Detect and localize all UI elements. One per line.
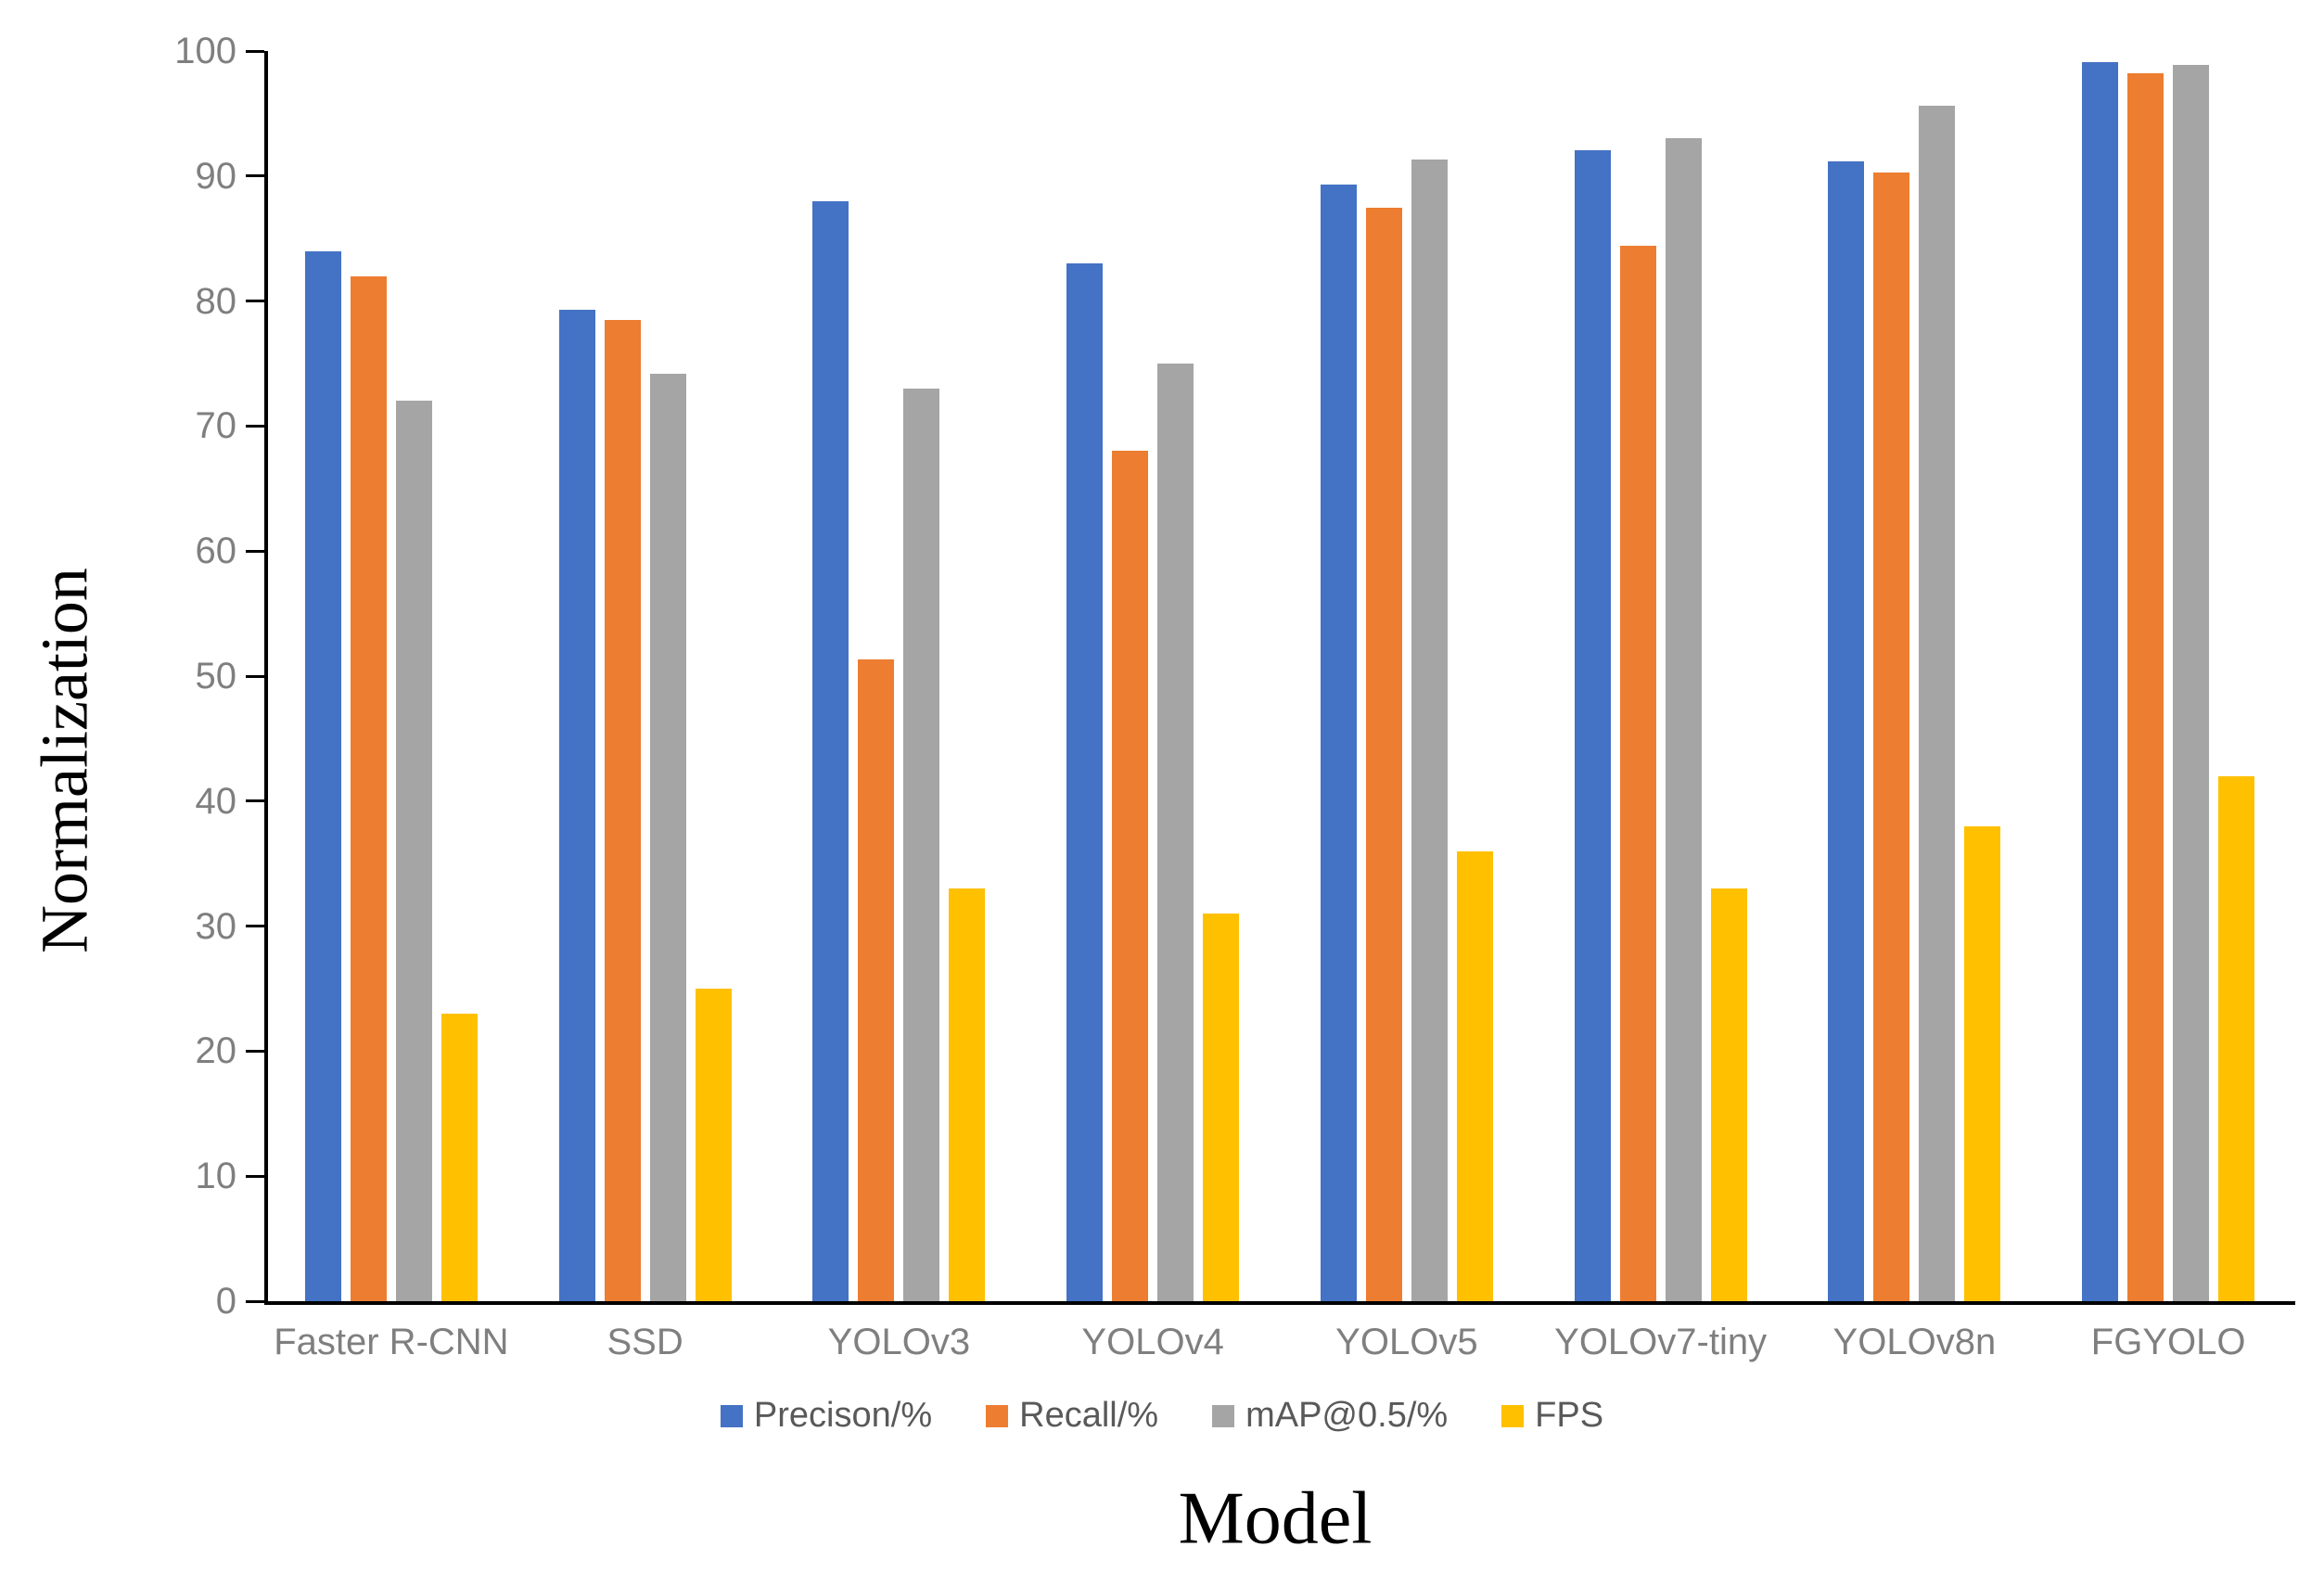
bar-fps xyxy=(1203,914,1240,1301)
y-tick xyxy=(246,1174,264,1178)
bar-precison xyxy=(1828,160,1865,1301)
bar-group-yolov7-tiny xyxy=(1534,51,1788,1301)
bar-group-yolov5 xyxy=(1280,51,1534,1301)
bar-fps xyxy=(949,888,986,1301)
bar-map-0-5 xyxy=(649,373,686,1301)
bar-recall xyxy=(1112,451,1149,1301)
plot-area: 0 10 20 30 40 50 60 70 80 90 100 xyxy=(174,31,2295,1322)
x-axis-title: Model xyxy=(1178,1477,1373,1560)
category-labels: Faster R-CNN SSD YOLOv3 YOLOv4 YOLOv5 YOLOv7-… xyxy=(264,1322,2295,1363)
legend-item: Recall/% xyxy=(986,1396,1158,1436)
legend-item: FPS xyxy=(1501,1396,1603,1436)
y-tick-label: 50 xyxy=(195,656,237,697)
bar-recall xyxy=(2127,73,2164,1301)
y-tick-label: 40 xyxy=(195,780,237,822)
category-label: YOLOv3 xyxy=(827,1322,971,1362)
y-tick-label: 20 xyxy=(195,1030,237,1072)
legend-label: Recall/% xyxy=(1019,1396,1159,1435)
bar-fps xyxy=(1964,825,2001,1301)
category-label: Faster R-CNN xyxy=(274,1322,509,1362)
category-label: YOLOv5 xyxy=(1335,1322,1478,1362)
x-axis xyxy=(264,1301,2295,1305)
y-tick-label: 60 xyxy=(195,530,237,572)
bar-recall xyxy=(1873,172,1910,1301)
legend-label: Precison/% xyxy=(753,1396,933,1435)
y-tick xyxy=(246,925,264,928)
bar-map-0-5 xyxy=(2173,64,2210,1301)
category-label: YOLOv8n xyxy=(1832,1322,1997,1362)
legend-item: Precison/% xyxy=(720,1396,933,1436)
category-label: YOLOv7-tiny xyxy=(1554,1322,1768,1362)
bar-recall xyxy=(1365,207,1402,1301)
y-tick xyxy=(246,674,264,678)
bar-group-yolov4 xyxy=(1026,51,1280,1301)
y-tick-label: 0 xyxy=(215,1281,236,1322)
bar-group-fgyolo xyxy=(2041,51,2295,1301)
legend-swatch xyxy=(986,1404,1009,1427)
bar-map-0-5 xyxy=(1411,160,1448,1301)
bar-fps xyxy=(695,989,732,1301)
bar-map-0-5 xyxy=(1157,364,1194,1301)
legend-label: mAP@0.5/% xyxy=(1245,1396,1449,1435)
y-tick-label: 10 xyxy=(195,1156,237,1197)
legend: Precison/% Recall/% mAP@0.5/% FPS xyxy=(0,1396,2324,1436)
y-tick xyxy=(246,49,264,53)
legend-label: FPS xyxy=(1535,1396,1604,1435)
y-tick-label: 30 xyxy=(195,905,237,947)
bar-fps xyxy=(1456,850,1493,1301)
y-tick xyxy=(246,799,264,803)
legend-swatch xyxy=(720,1404,743,1427)
bar-fps xyxy=(1710,888,1747,1301)
bar-recall xyxy=(858,659,895,1301)
y-tick xyxy=(246,1049,264,1053)
bar-map-0-5 xyxy=(903,388,940,1301)
y-tick xyxy=(246,174,264,178)
y-axis xyxy=(264,51,268,1301)
bar-recall xyxy=(604,319,641,1301)
y-tick xyxy=(246,424,264,428)
legend-swatch xyxy=(1212,1404,1235,1427)
bar-precison xyxy=(812,200,849,1301)
bar-recall xyxy=(1619,246,1656,1301)
bar-fps xyxy=(441,1013,478,1301)
y-tick xyxy=(246,300,264,303)
y-tick-label: 80 xyxy=(195,280,237,322)
legend-item: mAP@0.5/% xyxy=(1212,1396,1448,1436)
bar-map-0-5 xyxy=(395,401,432,1301)
category-label: FGYOLO xyxy=(2090,1322,2246,1362)
category-label: SSD xyxy=(607,1322,683,1362)
bar-precison xyxy=(558,310,595,1301)
bar-fps xyxy=(2218,775,2255,1301)
bar-precison xyxy=(304,250,341,1301)
bar-map-0-5 xyxy=(1665,138,1702,1301)
bar-precison xyxy=(1320,185,1357,1301)
bar-group-ssd xyxy=(518,51,773,1301)
category-label: YOLOv4 xyxy=(1081,1322,1224,1362)
bar-map-0-5 xyxy=(1919,106,1956,1301)
y-tick xyxy=(246,549,264,553)
bar-recall xyxy=(350,275,387,1301)
bar-precison xyxy=(1066,263,1104,1301)
y-tick-label: 70 xyxy=(195,405,237,447)
bar-groups-layer xyxy=(264,51,2295,1301)
y-tick-label: 100 xyxy=(174,31,236,71)
bar-group-yolov8n xyxy=(1788,51,2042,1301)
bar-precison xyxy=(2082,62,2119,1301)
y-tick-label: 90 xyxy=(195,155,237,197)
y-tick xyxy=(246,1299,264,1303)
bar-precison xyxy=(1574,149,1611,1301)
bar-group-faster-r-cnn xyxy=(264,51,518,1301)
y-axis-title: Normalization xyxy=(27,568,102,953)
bar-group-yolov3 xyxy=(773,51,1027,1301)
legend-swatch xyxy=(1501,1404,1525,1427)
